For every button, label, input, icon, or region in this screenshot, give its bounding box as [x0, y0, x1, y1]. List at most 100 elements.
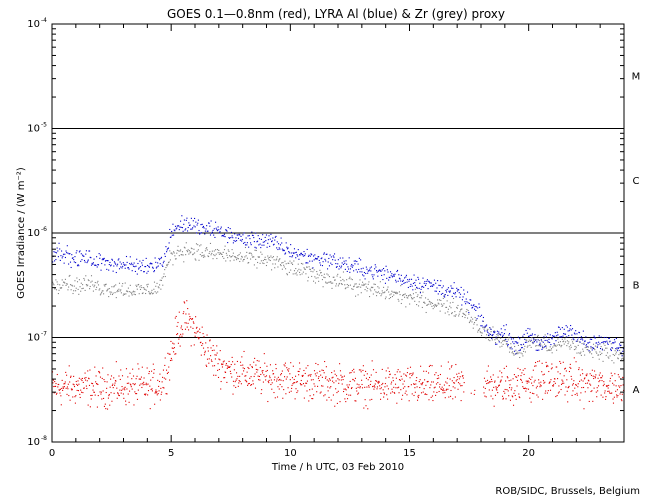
data-point-zr [166, 265, 168, 267]
data-point-goes [86, 387, 88, 390]
data-point-goes [564, 368, 566, 370]
data-point-goes [490, 376, 492, 378]
data-point-al [115, 263, 117, 265]
data-point-goes [221, 364, 223, 366]
data-point-goes [434, 386, 436, 388]
data-point-zr [57, 283, 59, 285]
data-point-goes [170, 357, 172, 359]
data-point-al [217, 226, 219, 228]
data-point-zr [365, 286, 367, 288]
data-point-zr [299, 274, 301, 276]
data-point-zr [83, 279, 86, 281]
data-point-zr [244, 256, 246, 258]
data-point-zr [506, 342, 508, 345]
data-point-al [486, 330, 488, 332]
data-point-zr [161, 277, 163, 279]
data-point-zr [191, 248, 193, 250]
data-point-al [145, 266, 147, 268]
data-point-zr [533, 339, 535, 341]
data-point-goes [121, 375, 124, 377]
data-point-goes [430, 384, 432, 386]
data-point-zr [75, 287, 77, 289]
data-point-goes [245, 380, 247, 382]
data-point-goes [66, 386, 69, 388]
data-point-al [164, 253, 166, 255]
data-point-goes [196, 326, 198, 328]
data-point-zr [572, 342, 574, 344]
data-point-zr [479, 331, 481, 333]
data-point-goes [109, 404, 111, 406]
data-point-goes [605, 398, 607, 400]
data-point-goes [451, 365, 453, 367]
data-point-goes [387, 367, 389, 369]
data-point-zr [542, 345, 544, 347]
data-point-zr [80, 282, 82, 284]
data-point-goes [527, 380, 529, 383]
data-point-zr [473, 321, 476, 324]
data-point-zr [343, 280, 345, 282]
data-point-zr [111, 286, 113, 288]
data-point-zr [264, 256, 266, 258]
data-point-goes [451, 380, 453, 382]
data-point-zr [592, 343, 595, 345]
data-point-zr [555, 345, 557, 347]
data-point-al [353, 270, 355, 272]
data-point-goes [410, 384, 412, 386]
data-point-zr [196, 250, 198, 252]
data-point-goes [342, 379, 344, 381]
data-point-goes [363, 374, 365, 376]
data-point-goes [219, 359, 221, 361]
data-point-zr [187, 249, 189, 251]
data-point-zr [119, 290, 121, 292]
data-point-al [253, 237, 255, 239]
data-point-goes [498, 384, 500, 386]
flux-class-C: C [633, 176, 640, 187]
data-point-goes [279, 383, 281, 386]
data-point-goes [331, 377, 333, 379]
data-point-zr [160, 279, 163, 281]
data-point-al [218, 232, 220, 234]
data-point-al [69, 253, 71, 255]
data-point-goes [109, 386, 111, 388]
data-point-al [155, 261, 157, 263]
data-point-goes [554, 382, 556, 384]
data-point-goes [567, 401, 569, 403]
data-point-zr [375, 291, 377, 293]
data-point-zr [452, 297, 455, 300]
data-point-al [519, 338, 521, 340]
data-point-goes [149, 408, 151, 410]
data-point-al [515, 341, 518, 343]
data-point-zr [293, 260, 295, 262]
data-point-al [622, 348, 624, 350]
data-point-goes [359, 387, 361, 389]
data-point-goes [512, 404, 515, 406]
data-point-goes [317, 363, 319, 366]
data-point-zr [419, 297, 421, 299]
data-point-goes [137, 363, 139, 365]
data-point-zr [79, 286, 81, 288]
data-point-zr [500, 337, 502, 339]
data-point-zr [148, 290, 150, 293]
data-point-al [138, 268, 140, 270]
data-point-goes [365, 405, 367, 407]
data-point-al [208, 222, 210, 224]
data-point-al [304, 253, 306, 255]
data-point-zr [226, 254, 228, 256]
data-point-goes [316, 391, 318, 393]
data-point-al [210, 220, 212, 222]
data-point-al [283, 249, 285, 251]
data-point-goes [329, 387, 331, 389]
data-point-goes [612, 402, 615, 404]
data-point-zr [376, 292, 378, 294]
data-point-goes [307, 365, 309, 367]
data-point-goes [346, 393, 348, 395]
data-point-zr [129, 291, 131, 293]
data-point-goes [505, 365, 508, 367]
data-point-zr [602, 360, 604, 362]
data-point-zr [531, 337, 533, 339]
data-point-goes [167, 352, 169, 354]
data-point-goes [515, 376, 517, 378]
data-point-goes [337, 378, 339, 380]
data-point-zr [171, 253, 173, 255]
data-point-al [365, 266, 367, 268]
